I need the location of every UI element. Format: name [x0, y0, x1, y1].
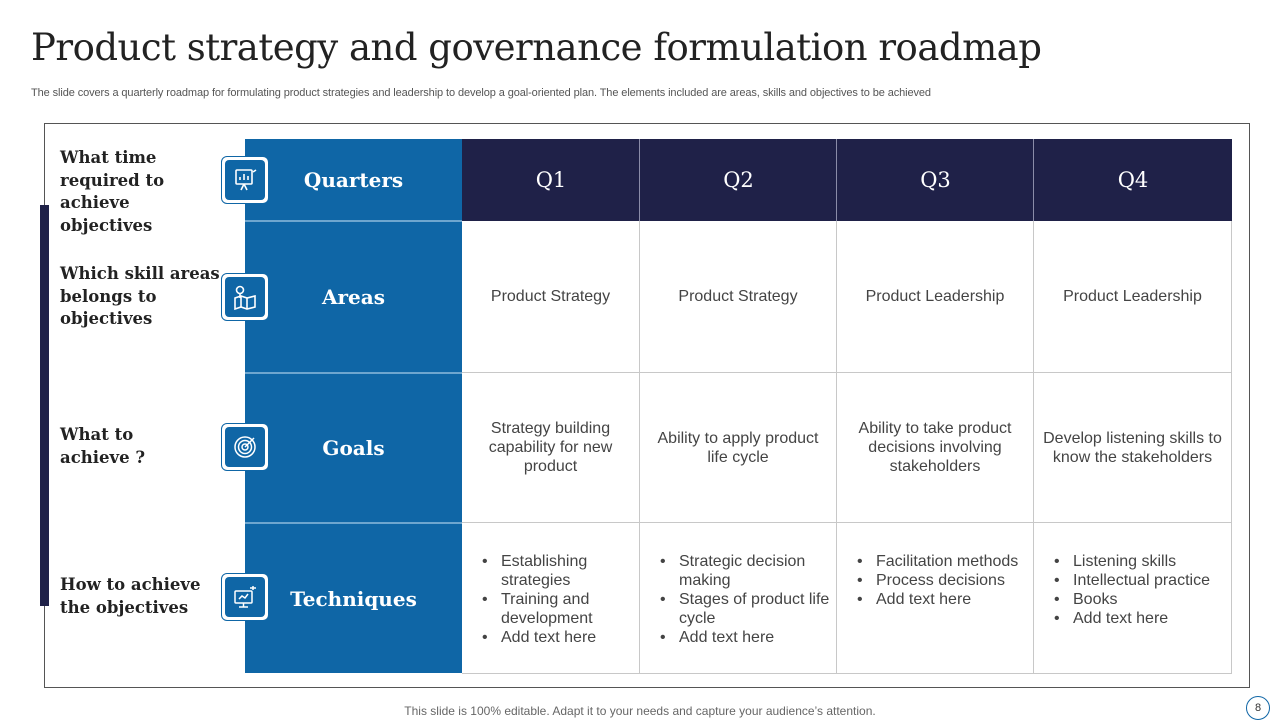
technique-item: Process decisions: [857, 571, 1018, 590]
question-how-to-achieve: How to achieve the objectives: [60, 575, 201, 617]
header-divider: [639, 139, 640, 221]
area-cell: Product Strategy: [640, 221, 837, 373]
row-header-column: [245, 139, 462, 673]
technique-item: Books: [1054, 590, 1210, 609]
row-divider: [245, 220, 462, 222]
target-icon: [221, 423, 269, 471]
left-accent-bar: [40, 205, 49, 606]
header-divider: [1033, 139, 1034, 221]
goal-cell: Ability to take product decisions involv…: [837, 373, 1034, 523]
area-cell: Product Leadership: [1034, 221, 1232, 373]
goal-cell: Develop listening skills to know the sta…: [1034, 373, 1232, 523]
row-head-areas: Areas: [322, 285, 385, 309]
goal-cell: Ability to apply product life cycle: [640, 373, 837, 523]
technique-item: Intellectual practice: [1054, 571, 1210, 590]
technique-item: Listening skills: [1054, 552, 1210, 571]
area-cell: Product Strategy: [462, 221, 640, 373]
slide-title: Product strategy and governance formulat…: [31, 26, 1042, 69]
question-what-to-achieve: What to achieve ?: [60, 425, 145, 467]
quarter-header: Q2: [723, 168, 754, 192]
map-pin-icon: [221, 273, 269, 321]
technique-item: Training and development: [482, 590, 639, 628]
technique-item: Add text here: [482, 628, 639, 647]
quarter-header: Q3: [920, 168, 951, 192]
technique-cell: Strategic decision making Stages of prod…: [640, 523, 837, 674]
presentation-chart-icon: [221, 156, 269, 204]
question-time: What time required to achieve objectives: [60, 148, 165, 235]
technique-item: Add text here: [660, 628, 836, 647]
quarters-header-bar: [462, 139, 1232, 221]
goal-cell: Strategy building capability for new pro…: [462, 373, 640, 523]
header-divider: [836, 139, 837, 221]
page-number: 8: [1246, 696, 1270, 720]
monitor-idea-icon: [221, 573, 269, 621]
technique-cell: Listening skills Intellectual practice B…: [1034, 523, 1232, 674]
row-head-techniques: Techniques: [290, 586, 417, 611]
technique-item: Add text here: [1054, 609, 1210, 628]
technique-item: Stages of product life cycle: [660, 590, 836, 628]
footer-note: This slide is 100% editable. Adapt it to…: [404, 704, 876, 718]
slide-subtitle: The slide covers a quarterly roadmap for…: [31, 87, 931, 99]
technique-cell: Facilitation methods Process decisions A…: [837, 523, 1034, 674]
technique-cell: Establishing strategies Training and dev…: [462, 523, 640, 674]
technique-item: Establishing strategies: [482, 552, 639, 590]
row-head-goals: Goals: [322, 436, 385, 460]
technique-item: Add text here: [857, 590, 1018, 609]
row-divider: [245, 372, 462, 374]
technique-item: Strategic decision making: [660, 552, 836, 590]
quarter-header: Q4: [1117, 168, 1149, 192]
row-head-quarters: Quarters: [303, 168, 404, 192]
technique-item: Facilitation methods: [857, 552, 1018, 571]
question-skill-areas: Which skill areas belongs to objectives: [60, 264, 220, 328]
row-divider: [245, 522, 462, 524]
area-cell: Product Leadership: [837, 221, 1034, 373]
quarter-header: Q1: [535, 168, 567, 192]
